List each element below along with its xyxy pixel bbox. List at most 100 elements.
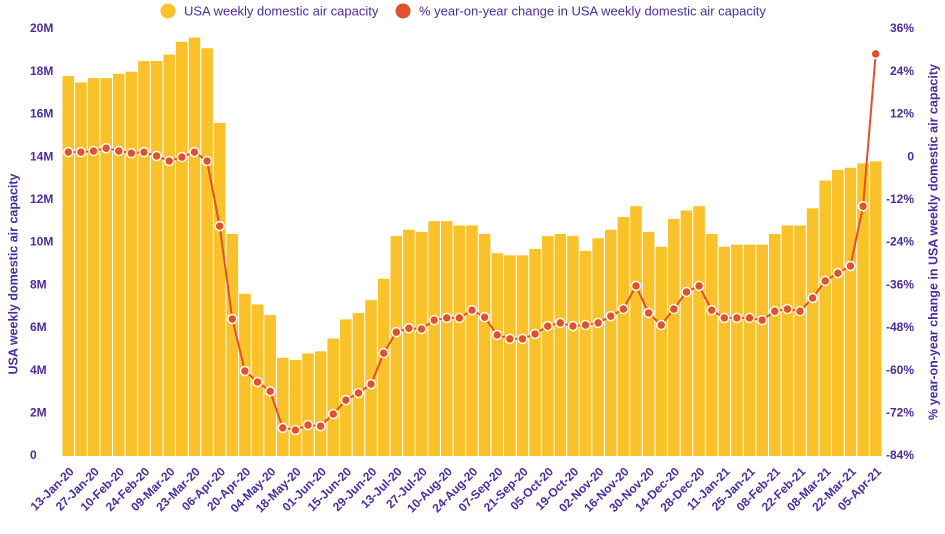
point [113, 145, 125, 157]
bar [415, 231, 428, 456]
y2-tick-label: -72% [886, 405, 914, 419]
point [731, 312, 743, 324]
point [807, 292, 818, 304]
point [277, 422, 289, 434]
bar [289, 359, 302, 456]
point [567, 320, 579, 332]
point [668, 303, 680, 315]
bar [352, 312, 365, 456]
point [744, 312, 755, 324]
point [719, 312, 730, 324]
y-tick-label: 4M [30, 363, 47, 377]
bar [340, 319, 352, 456]
point [643, 307, 654, 319]
point [542, 320, 553, 332]
point [239, 365, 251, 377]
y-tick-label: 6M [30, 320, 47, 334]
point [504, 333, 516, 345]
y2-axis-title: % year-on-year change in USA weekly dome… [926, 64, 940, 420]
bar [150, 61, 163, 457]
point [782, 303, 793, 315]
bar [869, 161, 882, 456]
bar [743, 244, 756, 456]
point [769, 305, 781, 317]
point [176, 151, 188, 163]
bar [567, 236, 579, 456]
bar [125, 71, 138, 456]
point [832, 267, 844, 279]
bar [213, 122, 226, 456]
point [479, 311, 490, 323]
point [491, 329, 503, 341]
point [100, 142, 112, 154]
y2-tick-label: -48% [886, 320, 914, 334]
bar [857, 163, 869, 456]
point [454, 312, 465, 324]
bar [466, 225, 478, 456]
bar [428, 221, 440, 456]
point [75, 146, 87, 158]
bar [87, 78, 100, 456]
bar [75, 82, 87, 456]
point [353, 387, 364, 399]
point [706, 304, 717, 316]
point [845, 260, 856, 272]
y-tick-label: 12M [30, 192, 53, 206]
y-tick-label: 2M [30, 405, 47, 419]
point [214, 220, 225, 232]
bar [642, 231, 655, 456]
point [290, 424, 301, 436]
bar [100, 78, 112, 456]
bar [579, 251, 592, 456]
bar [781, 225, 794, 456]
legend-label: USA weekly domestic air capacity [184, 3, 379, 18]
bar [768, 233, 781, 456]
point [391, 326, 402, 338]
bar [327, 338, 340, 456]
point [365, 378, 377, 390]
point [378, 347, 389, 359]
y-tick-label: 8M [30, 277, 47, 291]
bar [794, 225, 806, 456]
point [88, 145, 99, 157]
point [630, 280, 642, 292]
bar [176, 41, 188, 457]
y2-tick-label: 12% [890, 107, 914, 121]
point [681, 286, 692, 298]
point [416, 323, 427, 335]
point [327, 408, 339, 420]
point [592, 317, 604, 329]
bar [554, 233, 567, 456]
bar [188, 37, 201, 456]
y-axis-title: USA weekly domestic air capacity [6, 173, 20, 374]
bar [163, 54, 176, 457]
y-tick-label: 10M [30, 235, 53, 249]
bar [302, 353, 314, 456]
y2-tick-label: -84% [886, 448, 914, 462]
point [794, 305, 806, 317]
point [403, 323, 415, 334]
bar [377, 278, 390, 456]
y2-tick-label: -24% [886, 235, 914, 249]
bar [806, 208, 819, 456]
y2-tick-label: -36% [886, 277, 914, 291]
bar [541, 236, 554, 456]
bar [138, 61, 150, 457]
y-tick-label: 0 [30, 448, 37, 462]
point [756, 314, 768, 326]
bar [276, 357, 289, 456]
point [264, 385, 276, 397]
bar [693, 206, 705, 456]
point [580, 319, 591, 331]
point [163, 155, 175, 167]
y-tick-label: 14M [30, 149, 53, 163]
bar [680, 210, 693, 456]
bar [756, 244, 768, 456]
y2-tick-label: 24% [890, 64, 914, 78]
bar [314, 351, 327, 456]
legend-swatch [160, 3, 176, 19]
y-tick-label: 16M [30, 107, 53, 121]
point [138, 146, 150, 158]
bar [604, 229, 617, 456]
y2-tick-label: -60% [886, 363, 914, 377]
